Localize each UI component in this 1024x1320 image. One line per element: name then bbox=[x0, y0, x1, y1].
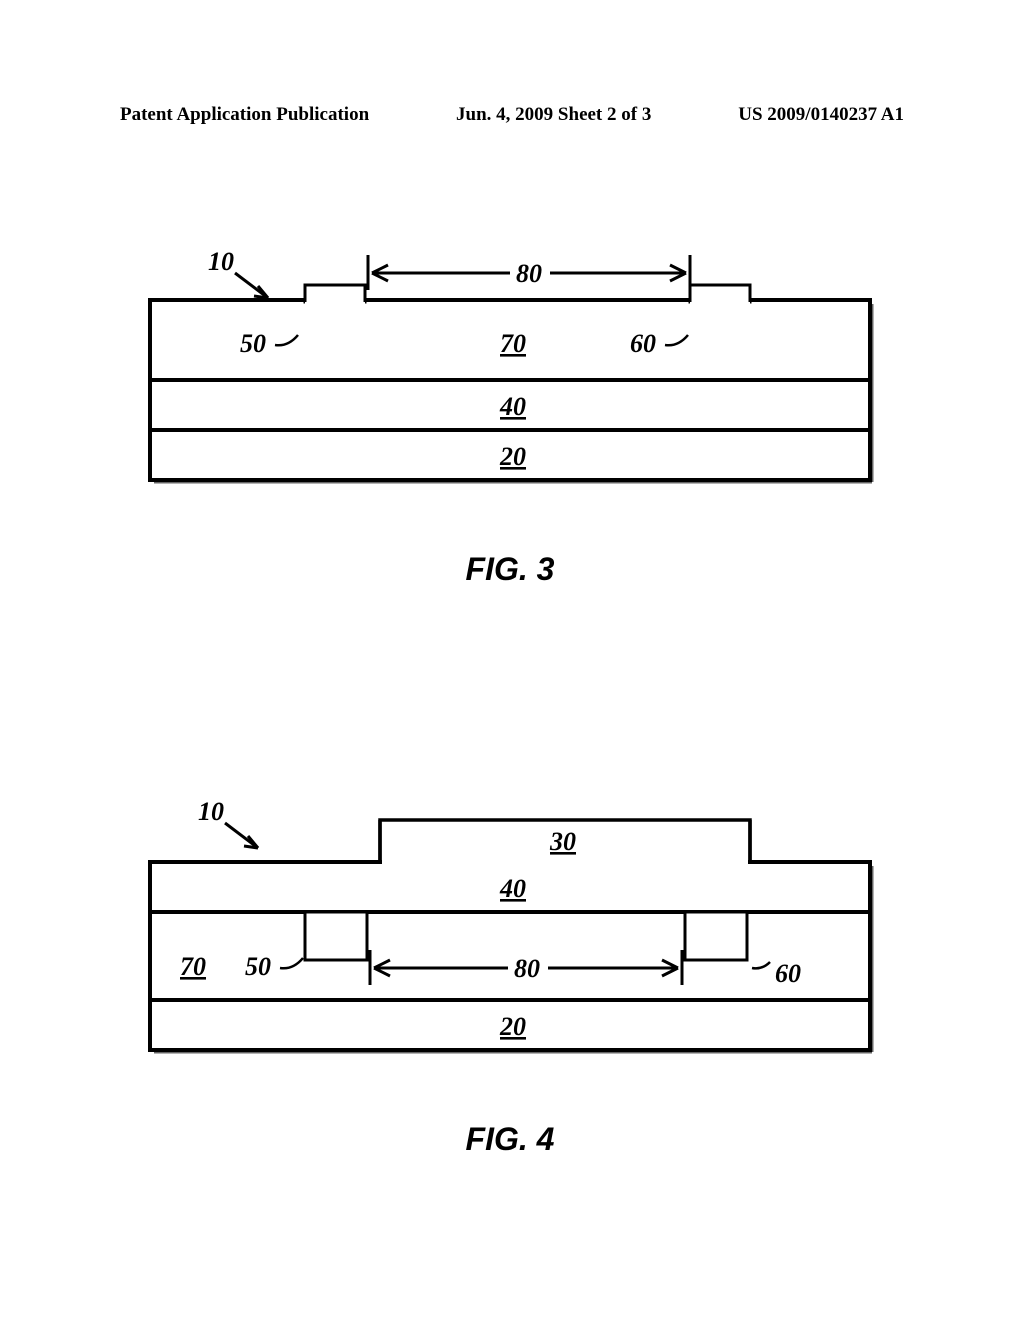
fig4-left-block bbox=[305, 912, 367, 960]
fig4-right-block-label: 60 bbox=[775, 959, 801, 988]
fig3-right-block-mask bbox=[690, 298, 750, 304]
page: Patent Application Publication Jun. 4, 2… bbox=[0, 0, 1024, 1320]
fig4-svg: 10 30 40 70 50 bbox=[130, 790, 890, 1110]
header-right: US 2009/0140237 A1 bbox=[738, 104, 904, 126]
fig4-device-label: 10 bbox=[198, 797, 224, 826]
fig4-seam-mask bbox=[382, 858, 748, 866]
fig3-span-label: 80 bbox=[516, 259, 542, 288]
fig3-layer3-label: 20 bbox=[499, 442, 526, 471]
page-header: Patent Application Publication Jun. 4, 2… bbox=[120, 104, 904, 126]
fig4-right-block bbox=[685, 912, 747, 960]
fig3-layer2-label: 40 bbox=[499, 392, 526, 421]
fig3-left-block-label: 50 bbox=[240, 329, 266, 358]
fig4-left-block-label: 50 bbox=[245, 952, 271, 981]
fig4-layer1-label: 40 bbox=[499, 874, 526, 903]
header-left: Patent Application Publication bbox=[120, 104, 369, 126]
fig4-span-label: 80 bbox=[514, 954, 540, 983]
fig4-bottom-label: 20 bbox=[499, 1012, 526, 1041]
fig4-left-num: 70 bbox=[180, 952, 206, 981]
figure-4: 10 30 40 70 50 bbox=[130, 790, 890, 1158]
fig3-right-block-label: 60 bbox=[630, 329, 656, 358]
fig4-title: FIG. 4 bbox=[130, 1121, 890, 1158]
fig3-mid-layer-label: 70 bbox=[500, 329, 526, 358]
fig3-title: FIG. 3 bbox=[130, 551, 890, 588]
fig3-left-block-mask bbox=[305, 298, 365, 304]
figure-3: 10 80 50 70 bbox=[130, 240, 890, 588]
fig4-top-block-label: 30 bbox=[549, 827, 576, 856]
fig3-svg: 10 80 50 70 bbox=[130, 240, 890, 540]
header-center: Jun. 4, 2009 Sheet 2 of 3 bbox=[456, 104, 651, 126]
fig3-device-label: 10 bbox=[208, 247, 234, 276]
